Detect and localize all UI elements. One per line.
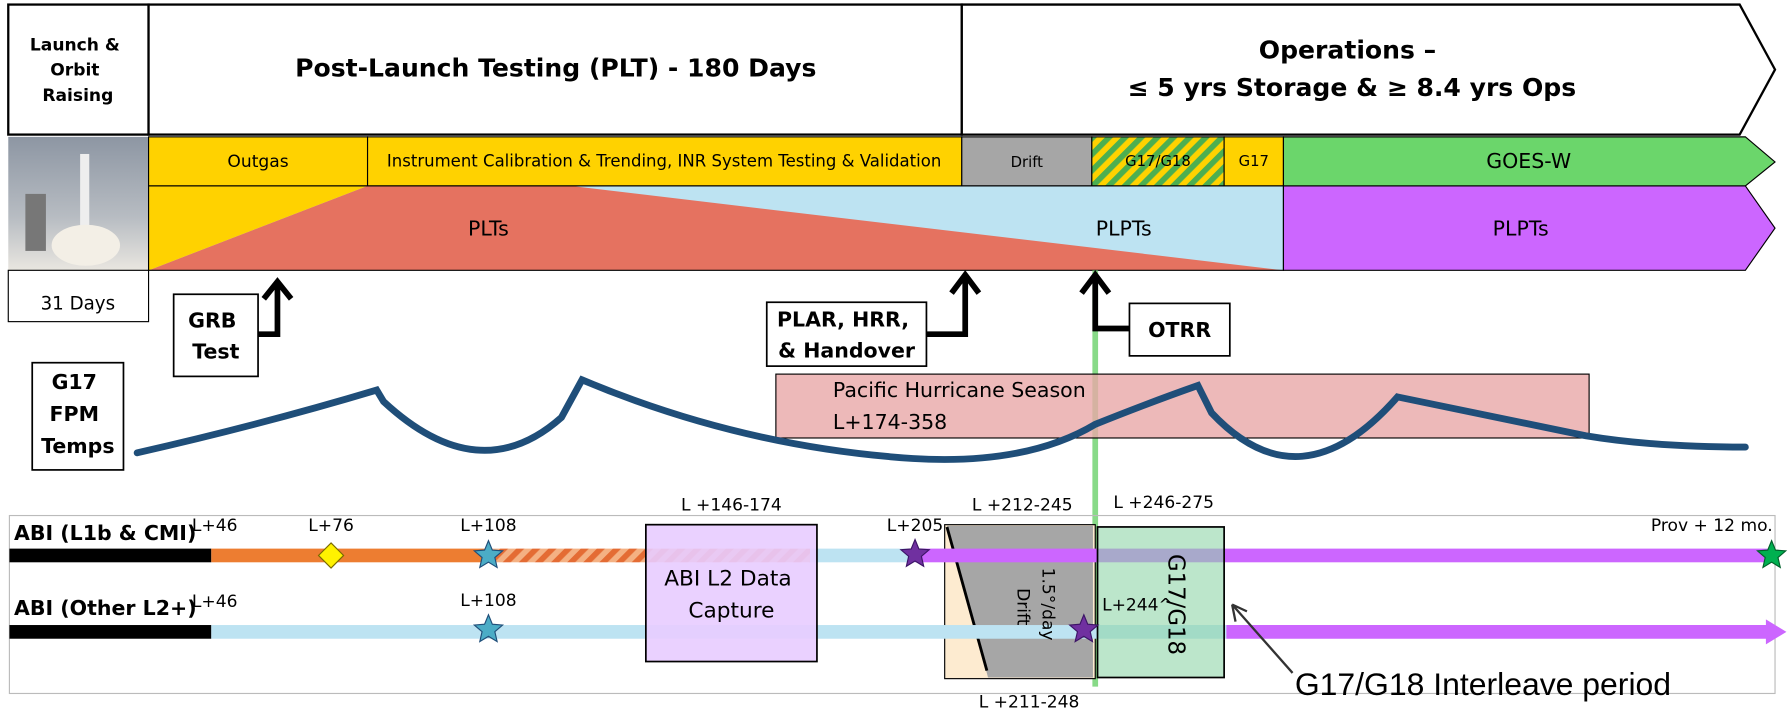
calibration-label: Instrument Calibration & Trending, INR S… (387, 151, 941, 170)
outgas-region (148, 185, 368, 271)
plts-label: PLTs (468, 216, 509, 240)
drift-range-top: L +212-245 (972, 495, 1073, 515)
drift-range-bottom: L +211-248 (979, 693, 1080, 713)
g17-bar (1223, 136, 1285, 187)
plt-region (148, 185, 1284, 271)
l2-capture-range: L +146-174 (681, 495, 782, 515)
callout-arrow (1230, 603, 1294, 674)
interleave-label: G17/G18 (1125, 153, 1191, 170)
row1-purple (915, 548, 1774, 563)
abi-frame (8, 514, 1776, 695)
drift-bar (961, 136, 1093, 187)
star-marker (1068, 613, 1100, 643)
launch-label: Launch & Orbit Raising (30, 36, 126, 106)
row2-annotation: L+244^ (1102, 596, 1173, 616)
star-marker (1756, 539, 1788, 569)
goes-w-bar (1282, 136, 1776, 187)
operations-label: Operations – ≤ 5 yrs Storage & ≥ 8.4 yrs… (1128, 35, 1577, 102)
exhaust (51, 224, 121, 266)
temperature-curve (133, 375, 1749, 463)
goes-w-label: GOES-W (1486, 149, 1571, 173)
interleave-box (1096, 526, 1225, 679)
row2-annotation: L+108 (460, 591, 516, 611)
grb-arrow (258, 277, 294, 338)
plpts-ops-bar (1282, 185, 1776, 271)
otrr-arrow (1079, 270, 1130, 332)
hurricane-range: L+174-358 (833, 410, 947, 434)
interleave-vertical: G17/G18 (1163, 554, 1189, 655)
l2-capture-label: ABI L2 Data Capture (664, 566, 798, 623)
diamond-marker (317, 542, 345, 569)
temps-box (31, 361, 125, 471)
launch-box (7, 3, 150, 136)
plt-label: Post-Launch Testing (PLT) - 180 Days (295, 54, 816, 83)
plar-box (765, 301, 928, 367)
plar-arrow (926, 270, 982, 338)
otrr-label: OTRR (1148, 318, 1211, 342)
tower (25, 193, 46, 251)
plar-label: PLAR, HRR, & Handover (777, 308, 916, 363)
operations-box (960, 3, 1777, 136)
row1-annotation: L+108 (460, 516, 516, 536)
hurricane-label: Pacific Hurricane Season (833, 378, 1086, 402)
plpts-label: PLPTs (1096, 216, 1152, 240)
row1-orange (211, 548, 489, 563)
grb-box (172, 293, 259, 378)
row1-label: ABI (L1b & CMI) (14, 521, 196, 545)
plpts-ops-label: PLPTs (1493, 216, 1549, 240)
row1-blue (810, 548, 916, 563)
otrr-box (1128, 302, 1231, 357)
duration-box (7, 269, 150, 323)
row2-black (9, 625, 212, 639)
rocket (80, 153, 90, 234)
outgas-label: Outgas (227, 152, 288, 172)
interleave-bar (1091, 136, 1225, 187)
g17-label: G17 (1239, 153, 1269, 170)
drift-text: 1.5°/day Drift (1012, 568, 1057, 646)
row2-annotation: L+46 (192, 592, 238, 612)
star-marker (472, 539, 505, 569)
row1-annotation: L+76 (308, 516, 354, 536)
star-marker (899, 537, 931, 568)
calibration-bar (366, 136, 963, 187)
drift-label: Drift (1011, 154, 1044, 171)
grb-label: GRB Test (188, 309, 243, 364)
interleave-callout: G17/G18 Interleave period (1295, 666, 1671, 702)
row1-black (9, 548, 212, 563)
drift-shade (946, 525, 1093, 678)
row1-annotation: L+205 (887, 516, 943, 536)
duration-label: 31 Days (41, 294, 116, 315)
l2-capture-box (644, 523, 818, 663)
plt-box (147, 3, 963, 136)
row1-annotation: L+46 (192, 516, 238, 536)
star-marker (472, 613, 505, 643)
row2-purple (1226, 619, 1787, 645)
row2-label: ABI (Other L2+) (14, 596, 197, 620)
temps-label: G17 FPM Temps (41, 370, 114, 458)
row1-annotation: Prov + 12 mo. (1651, 516, 1773, 536)
interleave-range: L +246-275 (1113, 493, 1214, 513)
